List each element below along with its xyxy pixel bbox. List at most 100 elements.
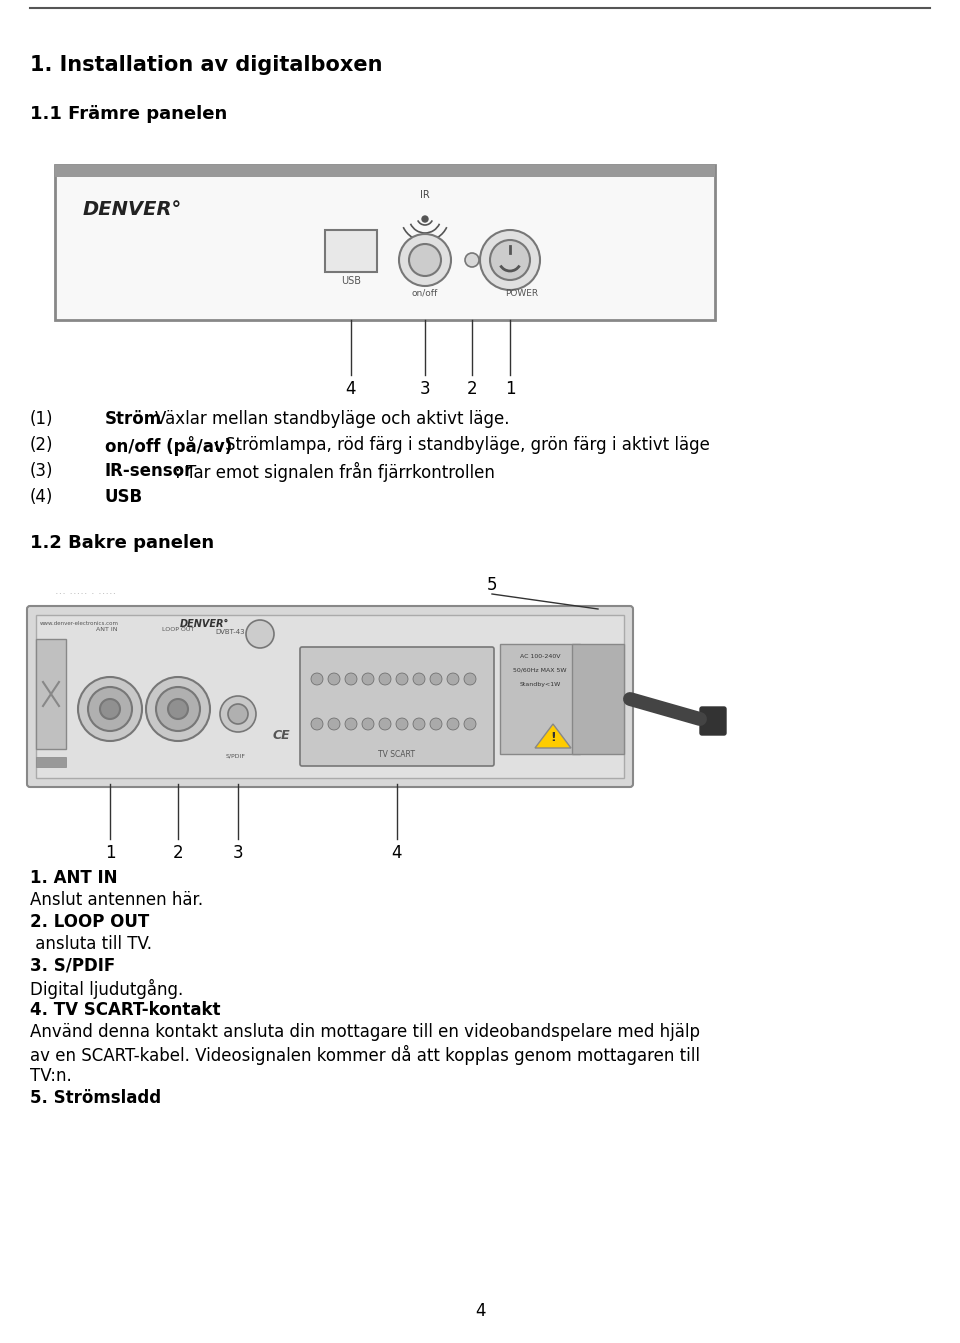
Circle shape [156,688,200,731]
Text: DENVER°: DENVER° [180,619,229,629]
Text: 4. TV SCART-kontakt: 4. TV SCART-kontakt [30,1001,221,1019]
Text: 3: 3 [232,843,243,862]
Circle shape [396,673,408,685]
Text: on/off: on/off [412,289,438,298]
Text: ansluta till TV.: ansluta till TV. [30,935,152,954]
Circle shape [413,673,425,685]
Text: DVBT-43: DVBT-43 [215,629,245,635]
Text: Anslut antennen här.: Anslut antennen här. [30,890,204,909]
Circle shape [100,698,120,719]
FancyBboxPatch shape [325,230,377,273]
Text: ANT IN: ANT IN [96,627,117,633]
Text: 1. Installation av digitalboxen: 1. Installation av digitalboxen [30,55,382,75]
Circle shape [413,719,425,731]
Text: 4: 4 [392,843,402,862]
Text: Använd denna kontakt ansluta din mottagare till en videobandspelare med hjälp: Använd denna kontakt ansluta din mottaga… [30,1023,700,1041]
Text: 3. S/PDIF: 3. S/PDIF [30,958,115,975]
Text: 1.2 Bakre panelen: 1.2 Bakre panelen [30,535,214,552]
Text: (4): (4) [30,488,54,506]
Text: TV SCART: TV SCART [378,749,416,759]
Circle shape [345,673,357,685]
Text: 1: 1 [105,843,115,862]
Text: !: ! [550,731,556,744]
Circle shape [399,234,451,286]
Text: 1. ANT IN: 1. ANT IN [30,869,117,886]
FancyBboxPatch shape [36,639,66,749]
Circle shape [246,620,274,649]
Text: on/off (på/av): on/off (på/av) [105,436,232,457]
Circle shape [379,719,391,731]
FancyBboxPatch shape [55,165,715,320]
Circle shape [88,688,132,731]
Text: TV:n.: TV:n. [30,1066,72,1085]
Circle shape [168,698,188,719]
Circle shape [464,673,476,685]
Text: ··· ····· · ·····: ··· ····· · ····· [55,590,116,599]
Text: (1): (1) [30,410,54,428]
Circle shape [422,216,428,222]
Text: (3): (3) [30,462,54,479]
Text: DENVER°: DENVER° [83,200,182,219]
Text: 2. LOOP OUT: 2. LOOP OUT [30,913,149,931]
Circle shape [362,719,374,731]
FancyBboxPatch shape [700,706,726,735]
Text: : Strömlampa, röd färg i standbyläge, grön färg i aktivt läge: : Strömlampa, röd färg i standbyläge, gr… [214,436,710,454]
Text: CE: CE [273,729,291,741]
Circle shape [447,673,459,685]
FancyBboxPatch shape [572,645,624,753]
Circle shape [228,704,248,724]
Circle shape [480,230,540,290]
Text: 4: 4 [346,380,356,398]
FancyBboxPatch shape [300,647,494,766]
FancyBboxPatch shape [583,729,608,747]
Circle shape [430,719,442,731]
Text: USB: USB [341,277,361,286]
Text: Ström: Ström [105,410,162,428]
Circle shape [362,673,374,685]
Text: 3: 3 [420,380,430,398]
Circle shape [396,719,408,731]
Text: 2: 2 [173,843,183,862]
Text: : Tar emot signalen från fjärrkontrollen: : Tar emot signalen från fjärrkontrollen [175,462,495,482]
Text: (2): (2) [30,436,54,454]
Circle shape [78,677,142,741]
Text: Digital ljudutgång.: Digital ljudutgång. [30,979,183,999]
Text: IR: IR [420,189,430,200]
Circle shape [447,719,459,731]
Text: www.denver-electronics.com: www.denver-electronics.com [40,620,119,626]
Circle shape [146,677,210,741]
Text: Standby<1W: Standby<1W [519,682,561,688]
FancyBboxPatch shape [27,606,633,787]
Text: 50/60Hz MAX 5W: 50/60Hz MAX 5W [514,667,566,673]
Circle shape [464,719,476,731]
Text: S/PDIF: S/PDIF [226,753,246,759]
Text: IR-sensor: IR-sensor [105,462,193,479]
Polygon shape [535,724,571,748]
Text: 1: 1 [505,380,516,398]
Text: LOOP OUT: LOOP OUT [162,627,194,633]
Circle shape [409,244,441,277]
Text: AC 100-240V: AC 100-240V [519,654,561,659]
Circle shape [379,673,391,685]
Circle shape [220,696,256,732]
FancyBboxPatch shape [36,757,66,767]
FancyBboxPatch shape [55,165,715,177]
Circle shape [311,673,323,685]
Text: av en SCART-kabel. Videosignalen kommer då att kopplas genom mottagaren till: av en SCART-kabel. Videosignalen kommer … [30,1045,700,1065]
Text: 2: 2 [467,380,477,398]
Text: : Växlar mellan standbyläge och aktivt läge.: : Växlar mellan standbyläge och aktivt l… [144,410,510,428]
Circle shape [345,719,357,731]
Text: 5. Strömsladd: 5. Strömsladd [30,1089,161,1107]
Text: 4: 4 [475,1301,485,1320]
Circle shape [430,673,442,685]
Text: 1.1 Främre panelen: 1.1 Främre panelen [30,105,228,124]
Circle shape [465,252,479,267]
FancyBboxPatch shape [36,615,624,778]
Circle shape [328,719,340,731]
Circle shape [490,240,530,279]
Text: 5: 5 [487,576,497,594]
FancyBboxPatch shape [500,645,580,753]
Text: POWER: POWER [505,289,539,298]
Circle shape [328,673,340,685]
Text: USB: USB [105,488,143,506]
